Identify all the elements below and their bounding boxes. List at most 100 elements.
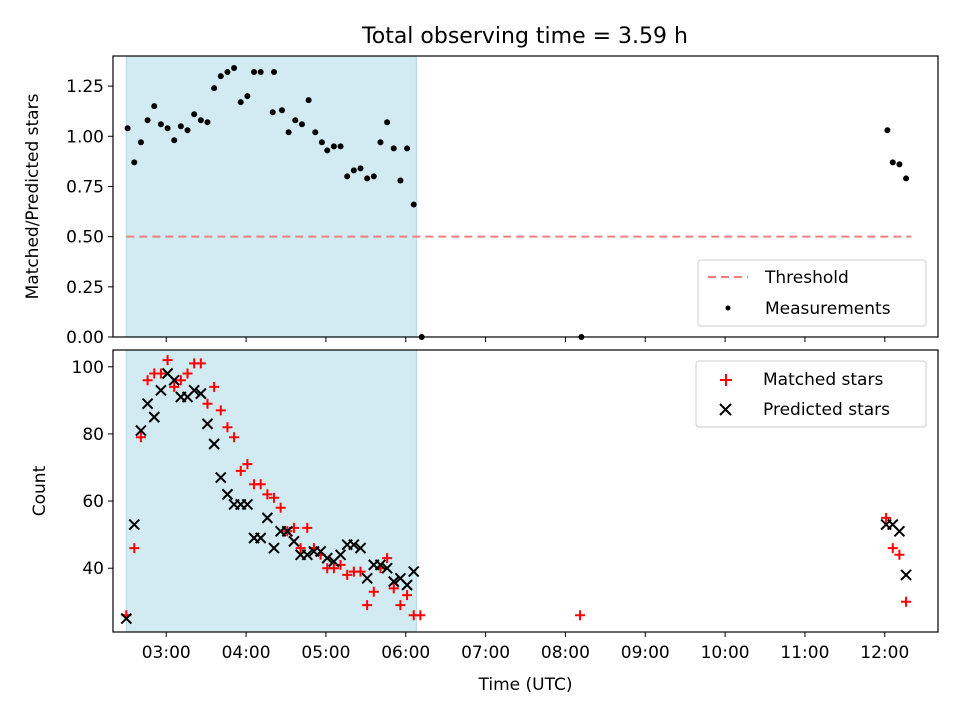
- measurement-point: [397, 177, 404, 184]
- measurement-point: [251, 69, 258, 76]
- matched-point: [342, 569, 353, 580]
- matched-point: [881, 512, 892, 523]
- predicted-point: [348, 539, 360, 551]
- matched-point: [275, 502, 286, 513]
- top-panel: 0.00 0.25 0.50 0.75 1.00 1.25 Matched/Predicte…: [23, 55, 939, 348]
- matched-point: [129, 543, 140, 554]
- measurement-point: [903, 175, 910, 182]
- measurement-point: [164, 125, 171, 132]
- matched-point: [175, 375, 186, 386]
- y-tick-label: 1.00: [66, 127, 104, 147]
- x-axis-label: Time (UTC): [478, 675, 573, 695]
- legend-box: [695, 360, 927, 428]
- x-tick-label: 10:00: [701, 643, 750, 663]
- matched-point: [328, 563, 339, 574]
- predicted-point: [208, 438, 220, 450]
- predicted-point: [135, 424, 147, 437]
- predicted-point: [168, 374, 180, 386]
- y-tick-label: 0.50: [66, 228, 104, 248]
- measurement-point: [298, 121, 305, 128]
- measurement-point: [151, 103, 158, 110]
- predicted-point: [334, 549, 347, 561]
- measurement-point: [171, 137, 178, 144]
- matched-point: [135, 432, 146, 443]
- measurement-point: [350, 167, 357, 174]
- matched-point: [202, 398, 213, 409]
- predicted-point: [408, 565, 420, 578]
- legend: Matched stars Predicted stars: [695, 360, 927, 428]
- matched-point: [362, 600, 373, 611]
- series-x: [120, 367, 912, 625]
- measurement-point: [191, 111, 198, 118]
- measurement-point: [231, 65, 238, 72]
- measurement-point: [318, 139, 325, 146]
- measurement-point: [344, 173, 351, 180]
- matched-point: [195, 358, 206, 369]
- matched-point: [169, 381, 180, 392]
- matched-point: [402, 590, 413, 601]
- observing-span: [125, 349, 417, 633]
- measurement-point: [217, 73, 224, 80]
- measurement-point: [278, 107, 285, 114]
- series-plus: [121, 355, 912, 621]
- y-axis-label: Count: [30, 465, 50, 516]
- matched-point: [295, 543, 306, 554]
- measurement-point: [889, 159, 896, 166]
- matched-point: [575, 610, 586, 621]
- matched-point: [368, 586, 379, 597]
- x-tick-label: 03:00: [142, 643, 191, 663]
- x-tick-label: 04:00: [222, 643, 271, 663]
- measurement-point: [330, 143, 337, 150]
- predicted-point: [388, 575, 400, 588]
- measurement-point: [357, 165, 364, 172]
- measurement-point: [285, 129, 292, 136]
- legend-matched-swatch: [720, 374, 732, 386]
- matched-point: [222, 422, 233, 433]
- measurement-point: [131, 159, 138, 166]
- measurement-point: [177, 123, 184, 130]
- predicted-point: [261, 512, 274, 524]
- legend: Threshold Measurements: [697, 259, 927, 327]
- matched-point: [302, 522, 313, 533]
- predicted-point: [401, 579, 413, 591]
- matched-point: [262, 489, 273, 500]
- chart-title: Total observing time = 3.59 h: [361, 24, 688, 49]
- predicted-point: [128, 518, 140, 531]
- measurement-point: [884, 127, 891, 134]
- matched-point: [242, 459, 253, 470]
- predicted-point: [288, 535, 300, 548]
- predicted-point: [321, 552, 333, 564]
- y-tick-label: 0.75: [66, 177, 104, 197]
- measurement-point: [137, 139, 144, 146]
- measurement-point: [257, 69, 264, 76]
- matched-point: [142, 375, 153, 386]
- predicted-point: [155, 384, 167, 396]
- measurement-point: [184, 127, 191, 134]
- legend-measurement-swatch: [725, 305, 731, 311]
- predicted-point: [215, 471, 227, 484]
- measurement-point: [237, 99, 244, 106]
- observing-span: [125, 55, 417, 338]
- matched-point: [887, 543, 898, 554]
- predicted-point: [900, 569, 912, 581]
- measurement-point: [197, 117, 204, 124]
- matched-point: [209, 381, 220, 392]
- matched-point: [355, 566, 366, 577]
- measurement-point: [144, 117, 151, 124]
- measurement-point: [204, 119, 211, 126]
- measurement-point: [305, 97, 312, 104]
- measurement-point: [269, 109, 276, 116]
- measurement-point: [292, 117, 299, 124]
- legend-predicted-label: Predicted stars: [763, 400, 890, 420]
- measurement-point: [324, 147, 331, 154]
- predicted-point: [201, 418, 214, 430]
- y-tick-label: 100: [72, 358, 104, 378]
- measurement-point: [244, 93, 251, 100]
- predicted-point: [148, 411, 160, 423]
- legend-matched-label: Matched stars: [763, 370, 883, 390]
- matched-point: [901, 596, 912, 607]
- predicted-point: [188, 384, 200, 396]
- legend-threshold-label: Threshold: [764, 268, 849, 288]
- predicted-point: [381, 562, 393, 574]
- x-tick-label: 12:00: [860, 643, 909, 663]
